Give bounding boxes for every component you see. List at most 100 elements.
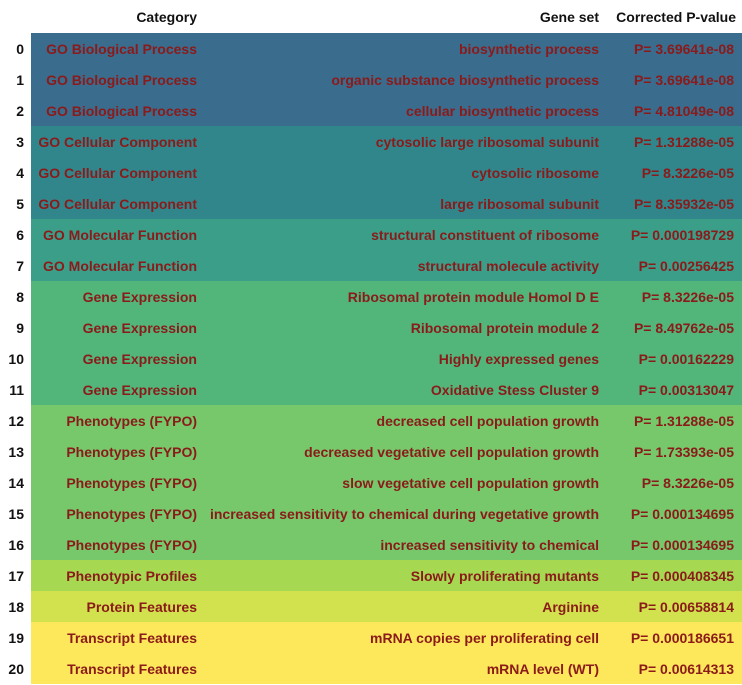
category-cell: GO Biological Process bbox=[31, 64, 203, 95]
category-cell: Gene Expression bbox=[31, 343, 203, 374]
category-cell: Transcript Features bbox=[31, 622, 203, 653]
table-row: 1 GO Biological Process organic substance … bbox=[0, 64, 742, 95]
table-row: 20 Transcript Features mRNA level (WT) P= 0… bbox=[0, 653, 742, 684]
p-value-cell: P= 1.31288e-05 bbox=[605, 126, 742, 157]
row-index: 0 bbox=[0, 33, 31, 64]
gene-set-cell: cytosolic ribosome bbox=[203, 157, 605, 188]
category-cell: GO Molecular Function bbox=[31, 219, 203, 250]
table-row: 19 Transcript Features mRNA copies per pro… bbox=[0, 622, 742, 653]
table-header: Category Gene set Corrected P-value bbox=[0, 0, 742, 33]
category-cell: Phenotypic Profiles bbox=[31, 560, 203, 591]
row-index: 1 bbox=[0, 64, 31, 95]
table-row: 6 GO Molecular Function structural constit… bbox=[0, 219, 742, 250]
row-index: 14 bbox=[0, 467, 31, 498]
table-row: 3 GO Cellular Component cytosolic large ri… bbox=[0, 126, 742, 157]
gene-set-cell: mRNA copies per proliferating cell bbox=[203, 622, 605, 653]
gene-set-cell: increased sensitivity to chemical bbox=[203, 529, 605, 560]
row-index: 13 bbox=[0, 436, 31, 467]
gene-set-cell: cytosolic large ribosomal subunit bbox=[203, 126, 605, 157]
table-row: 15 Phenotypes (FYPO) increased sensitivity… bbox=[0, 498, 742, 529]
row-index: 9 bbox=[0, 312, 31, 343]
gene-set-cell: Ribosomal protein module Homol D E bbox=[203, 281, 605, 312]
p-value-cell: P= 0.00162229 bbox=[605, 343, 742, 374]
p-value-cell: P= 8.49762e-05 bbox=[605, 312, 742, 343]
table-row: 10 Gene Expression Highly expressed genes P… bbox=[0, 343, 742, 374]
row-index: 16 bbox=[0, 529, 31, 560]
table-row: 5 GO Cellular Component large ribosomal su… bbox=[0, 188, 742, 219]
p-value-cell: P= 8.3226e-05 bbox=[605, 157, 742, 188]
table-row: 11 Gene Expression Oxidative Stess Cluster… bbox=[0, 374, 742, 405]
p-value-cell: P= 0.00313047 bbox=[605, 374, 742, 405]
category-cell: GO Cellular Component bbox=[31, 157, 203, 188]
p-value-cell: P= 1.31288e-05 bbox=[605, 405, 742, 436]
category-cell: Phenotypes (FYPO) bbox=[31, 405, 203, 436]
p-value-cell: P= 8.3226e-05 bbox=[605, 467, 742, 498]
p-value-cell: P= 0.000198729 bbox=[605, 219, 742, 250]
table-row: 7 GO Molecular Function structural molecul… bbox=[0, 250, 742, 281]
category-cell: GO Cellular Component bbox=[31, 126, 203, 157]
row-index: 11 bbox=[0, 374, 31, 405]
row-index: 6 bbox=[0, 219, 31, 250]
gene-set-cell: slow vegetative cell population growth bbox=[203, 467, 605, 498]
gene-set-cell: Arginine bbox=[203, 591, 605, 622]
gene-set-cell: mRNA level (WT) bbox=[203, 653, 605, 684]
row-index: 5 bbox=[0, 188, 31, 219]
row-index: 12 bbox=[0, 405, 31, 436]
p-value-cell: P= 0.000134695 bbox=[605, 498, 742, 529]
table-row: 12 Phenotypes (FYPO) decreased cell popula… bbox=[0, 405, 742, 436]
category-cell: GO Cellular Component bbox=[31, 188, 203, 219]
category-cell: Gene Expression bbox=[31, 312, 203, 343]
p-value-cell: P= 0.000408345 bbox=[605, 560, 742, 591]
row-index: 2 bbox=[0, 95, 31, 126]
p-value-cell: P= 3.69641e-08 bbox=[605, 33, 742, 64]
row-index: 8 bbox=[0, 281, 31, 312]
column-header-gene-set: Gene set bbox=[203, 0, 605, 33]
category-cell: Phenotypes (FYPO) bbox=[31, 467, 203, 498]
p-value-cell: P= 3.69641e-08 bbox=[605, 64, 742, 95]
table-row: 18 Protein Features Arginine P= 0.00658814 bbox=[0, 591, 742, 622]
category-cell: GO Biological Process bbox=[31, 33, 203, 64]
category-cell: Phenotypes (FYPO) bbox=[31, 498, 203, 529]
header-row: Category Gene set Corrected P-value bbox=[0, 0, 742, 33]
gene-set-cell: increased sensitivity to chemical during… bbox=[203, 498, 605, 529]
table-row: 8 Gene Expression Ribosomal protein module… bbox=[0, 281, 742, 312]
gene-set-cell: structural molecule activity bbox=[203, 250, 605, 281]
table-row: 0 GO Biological Process biosynthetic proce… bbox=[0, 33, 742, 64]
gene-set-cell: Slowly proliferating mutants bbox=[203, 560, 605, 591]
category-cell: Gene Expression bbox=[31, 374, 203, 405]
row-index: 10 bbox=[0, 343, 31, 374]
category-cell: GO Biological Process bbox=[31, 95, 203, 126]
table-row: 14 Phenotypes (FYPO) slow vegetative cell … bbox=[0, 467, 742, 498]
p-value-cell: P= 0.000134695 bbox=[605, 529, 742, 560]
row-index: 15 bbox=[0, 498, 31, 529]
gene-set-cell: decreased vegetative cell population gro… bbox=[203, 436, 605, 467]
column-header-index bbox=[0, 0, 31, 33]
table-row: 17 Phenotypic Profiles Slowly proliferatin… bbox=[0, 560, 742, 591]
gene-set-cell: large ribosomal subunit bbox=[203, 188, 605, 219]
row-index: 17 bbox=[0, 560, 31, 591]
row-index: 7 bbox=[0, 250, 31, 281]
category-cell: Transcript Features bbox=[31, 653, 203, 684]
gene-set-cell: structural constituent of ribosome bbox=[203, 219, 605, 250]
category-cell: Phenotypes (FYPO) bbox=[31, 436, 203, 467]
p-value-cell: P= 4.81049e-08 bbox=[605, 95, 742, 126]
row-index: 18 bbox=[0, 591, 31, 622]
category-cell: Protein Features bbox=[31, 591, 203, 622]
p-value-cell: P= 0.00658814 bbox=[605, 591, 742, 622]
table-row: 13 Phenotypes (FYPO) decreased vegetative … bbox=[0, 436, 742, 467]
table-body: 0 GO Biological Process biosynthetic proce… bbox=[0, 33, 742, 684]
p-value-cell: P= 0.000186651 bbox=[605, 622, 742, 653]
category-cell: Phenotypes (FYPO) bbox=[31, 529, 203, 560]
gene-set-cell: Oxidative Stess Cluster 9 bbox=[203, 374, 605, 405]
gene-set-cell: cellular biosynthetic process bbox=[203, 95, 605, 126]
p-value-cell: P= 1.73393e-05 bbox=[605, 436, 742, 467]
p-value-cell: P= 0.00614313 bbox=[605, 653, 742, 684]
gene-set-cell: Ribosomal protein module 2 bbox=[203, 312, 605, 343]
table-row: 2 GO Biological Process cellular biosynthe… bbox=[0, 95, 742, 126]
p-value-cell: P= 0.00256425 bbox=[605, 250, 742, 281]
p-value-cell: P= 8.3226e-05 bbox=[605, 281, 742, 312]
category-cell: Gene Expression bbox=[31, 281, 203, 312]
row-index: 19 bbox=[0, 622, 31, 653]
gene-set-cell: biosynthetic process bbox=[203, 33, 605, 64]
